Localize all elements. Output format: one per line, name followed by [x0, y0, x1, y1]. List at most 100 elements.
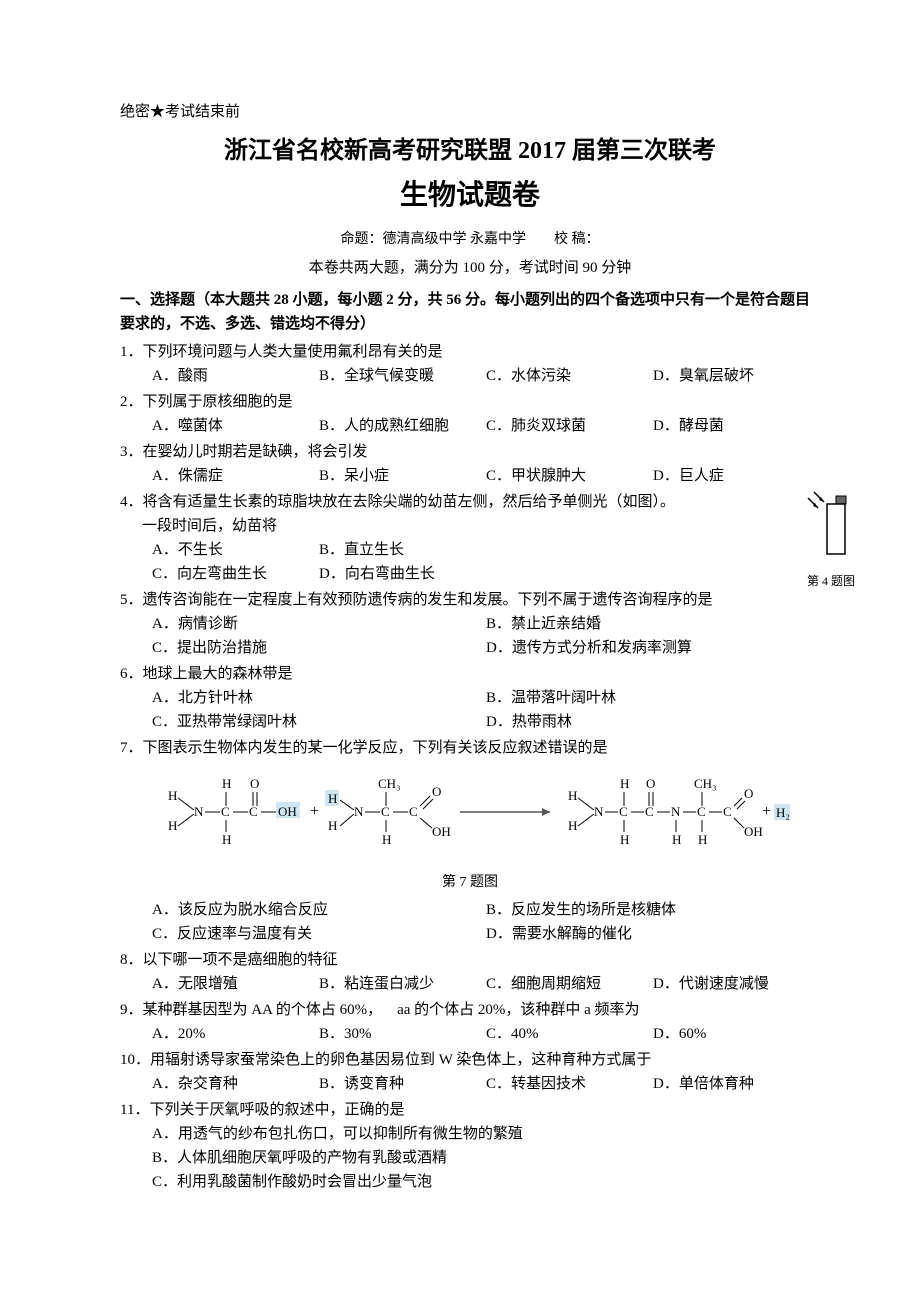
q7-opt-c: C．反应速率与温度有关	[152, 922, 486, 946]
svg-text:N: N	[594, 804, 604, 819]
svg-text:CH₃: CH₃	[694, 776, 717, 791]
q6-opt-b: B．温带落叶阔叶林	[486, 686, 820, 710]
svg-text:O: O	[432, 784, 441, 799]
q4-figure-caption: 第 4 题图	[802, 572, 860, 591]
q7-figure-caption: 第 7 题图	[120, 872, 820, 894]
svg-text:C: C	[221, 804, 230, 819]
q8-opt-c: C．细胞周期缩短	[486, 972, 653, 996]
q1-opt-c: C．水体污染	[486, 364, 653, 388]
svg-text:H: H	[222, 776, 231, 791]
q8-opt-a: A．无限增殖	[152, 972, 319, 996]
question-1: 1．下列环境问题与人类大量使用氟利昂有关的是 A．酸雨 B．全球气候变暖 C．水…	[120, 340, 820, 388]
svg-text:C: C	[697, 804, 706, 819]
svg-text:H: H	[222, 832, 231, 847]
q3-opt-a: A．侏儒症	[152, 464, 319, 488]
question-3: 3．在婴幼儿时期若是缺碘，将会引发 A．侏儒症 B．呆小症 C．甲状腺肿大 D．…	[120, 440, 820, 488]
q6-opt-c: C．亚热带常绿阔叶林	[152, 710, 486, 734]
q10-opt-a: A．杂交育种	[152, 1072, 319, 1096]
q8-opt-b: B．粘连蛋白减少	[319, 972, 486, 996]
svg-text:C: C	[409, 804, 418, 819]
q4-opt-b: B．直立生长	[319, 538, 486, 562]
q1-opt-a: A．酸雨	[152, 364, 319, 388]
section-heading: 一、选择题（本大题共 28 小题，每小题 2 分，共 56 分。每小题列出的四个…	[120, 288, 820, 336]
q8-opt-d: D．代谢速度减慢	[653, 972, 820, 996]
question-8: 8．以下哪一项不是癌细胞的特征 A．无限增殖 B．粘连蛋白减少 C．细胞周期缩短…	[120, 948, 820, 996]
svg-text:OH: OH	[744, 824, 763, 839]
svg-text:+: +	[762, 803, 771, 820]
q11-opt-c: C．利用乳酸菌制作酸奶时会冒出少量气泡	[152, 1170, 820, 1194]
q11-opt-b: B．人体肌细胞厌氧呼吸的产物有乳酸或酒精	[152, 1146, 820, 1170]
svg-text:CH₃: CH₃	[378, 776, 401, 791]
q3-opt-d: D．巨人症	[653, 464, 820, 488]
q11-opt-a: A．用透气的纱布包扎伤口，可以抑制所有微生物的繁殖	[152, 1122, 820, 1146]
main-title: 浙江省名校新高考研究联盟 2017 届第三次联考	[120, 132, 820, 170]
q4-text-2: 一段时间后，幼苗将	[120, 514, 820, 538]
question-7: 7．下图表示生物体内发生的某一化学反应，下列有关该反应叙述错误的是 H H N …	[120, 736, 820, 946]
q4-opt-a: A．不生长	[152, 538, 319, 562]
q1-text: 1．下列环境问题与人类大量使用氟利昂有关的是	[120, 340, 820, 364]
confidential-note: 绝密★考试结束前	[120, 100, 820, 124]
svg-text:OH: OH	[432, 824, 451, 839]
svg-text:O: O	[744, 786, 753, 801]
q5-opt-a: A．病情诊断	[152, 612, 486, 636]
q7-chemistry-diagram: H H N C H H C O OH + H H N	[120, 770, 820, 868]
hl-h: H	[328, 791, 337, 806]
svg-text:H: H	[328, 818, 337, 833]
q6-opt-d: D．热带雨林	[486, 710, 820, 734]
q10-opt-c: C．转基因技术	[486, 1072, 653, 1096]
hl-oh: OH	[278, 804, 297, 819]
svg-text:H: H	[168, 788, 177, 803]
svg-text:H: H	[168, 818, 177, 833]
q1-opt-d: D．臭氧层破坏	[653, 364, 820, 388]
svg-text:H: H	[382, 832, 391, 847]
svg-text:H: H	[620, 776, 629, 791]
q2-opt-d: D．酵母菌	[653, 414, 820, 438]
question-4: 4．将含有适量生长素的琼脂块放在去除尖端的幼苗左侧，然后给予单侧光（如图）。 一…	[120, 490, 820, 586]
svg-text:+: +	[310, 803, 319, 820]
q9-opt-b: B．30%	[319, 1022, 486, 1046]
q7-opt-a: A．该反应为脱水缩合反应	[152, 898, 486, 922]
question-2: 2．下列属于原核细胞的是 A．噬菌体 B．人的成熟红细胞 C．肺炎双球菌 D．酵…	[120, 390, 820, 438]
q7-text: 7．下图表示生物体内发生的某一化学反应，下列有关该反应叙述错误的是	[120, 736, 820, 760]
hl-h2o: H₂O	[776, 805, 790, 820]
q6-text: 6．地球上最大的森林带是	[120, 662, 820, 686]
q3-opt-c: C．甲状腺肿大	[486, 464, 653, 488]
author-line: 命题：德清高级中学 永嘉中学 校 稿：	[120, 229, 820, 251]
question-11: 11．下列关于厌氧呼吸的叙述中，正确的是 A．用透气的纱布包扎伤口，可以抑制所有…	[120, 1098, 820, 1194]
q3-text: 3．在婴幼儿时期若是缺碘，将会引发	[120, 440, 820, 464]
svg-text:H: H	[568, 788, 577, 803]
question-6: 6．地球上最大的森林带是 A．北方针叶林 B．温带落叶阔叶林 C．亚热带常绿阔叶…	[120, 662, 820, 734]
q9-text: 9．某种群基因型为 AA 的个体占 60%， aa 的个体占 20%，该种群中 …	[120, 998, 820, 1022]
question-9: 9．某种群基因型为 AA 的个体占 60%， aa 的个体占 20%，该种群中 …	[120, 998, 820, 1046]
q7-opt-d: D．需要水解酶的催化	[486, 922, 820, 946]
q2-opt-c: C．肺炎双球菌	[486, 414, 653, 438]
q11-text: 11．下列关于厌氧呼吸的叙述中，正确的是	[120, 1098, 820, 1122]
svg-text:H: H	[698, 832, 707, 847]
q10-opt-b: B．诱变育种	[319, 1072, 486, 1096]
q2-opt-a: A．噬菌体	[152, 414, 319, 438]
q5-opt-b: B．禁止近亲结婚	[486, 612, 820, 636]
svg-text:N: N	[354, 804, 364, 819]
svg-text:H: H	[620, 832, 629, 847]
svg-text:N: N	[194, 804, 204, 819]
svg-text:C: C	[619, 804, 628, 819]
q9-opt-c: C．40%	[486, 1022, 653, 1046]
q2-text: 2．下列属于原核细胞的是	[120, 390, 820, 414]
q5-text: 5．遗传咨询能在一定程度上有效预防遗传病的发生和发展。下列不属于遗传咨询程序的是	[120, 588, 820, 612]
q10-text: 10．用辐射诱导家蚕常染色上的卵色基因易位到 W 染色体上，这种育种方式属于	[120, 1048, 820, 1072]
svg-text:O: O	[646, 776, 655, 791]
exam-info: 本卷共两大题，满分为 100 分，考试时间 90 分钟	[120, 256, 820, 280]
svg-text:H: H	[672, 832, 681, 847]
q4-text-1: 4．将含有适量生长素的琼脂块放在去除尖端的幼苗左侧，然后给予单侧光（如图）。	[120, 490, 820, 514]
q9-opt-a: A．20%	[152, 1022, 319, 1046]
q1-opt-b: B．全球气候变暖	[319, 364, 486, 388]
svg-text:O: O	[250, 776, 259, 791]
svg-text:C: C	[645, 804, 654, 819]
q7-opt-b: B．反应发生的场所是核糖体	[486, 898, 820, 922]
q9-opt-d: D．60%	[653, 1022, 820, 1046]
svg-text:C: C	[249, 804, 258, 819]
q4-figure: 第 4 题图	[802, 490, 860, 591]
svg-text:H: H	[568, 818, 577, 833]
svg-text:N: N	[671, 804, 681, 819]
q5-opt-c: C．提出防治措施	[152, 636, 486, 660]
